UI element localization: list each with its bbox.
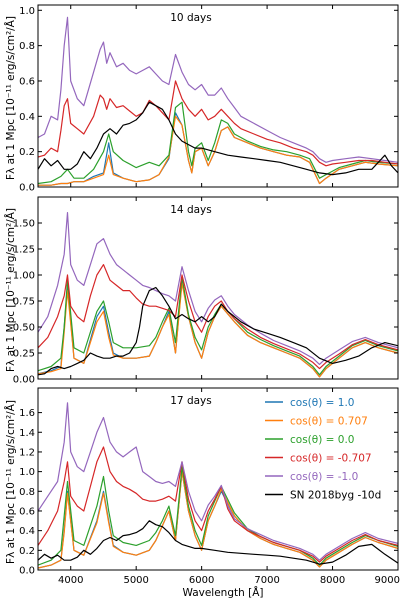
y-tick-label: 0.8: [19, 487, 35, 498]
x-tick-label: 9000: [375, 575, 400, 586]
y-tick-label: 0.0: [19, 183, 35, 194]
y-tick-label: 0.6: [19, 76, 35, 87]
legend-label: SN 2018byg -10d: [290, 490, 381, 502]
y-axis-label: Fλ at 1 Mpc [10⁻¹¹ erg/s/cm²/Å]: [4, 16, 17, 180]
series-line: [38, 276, 398, 376]
x-tick-label: 6000: [189, 575, 214, 586]
series-line: [38, 212, 398, 365]
x-axis-label: Wavelength [Å]: [182, 586, 263, 599]
x-tick-label: 7000: [254, 575, 279, 586]
y-tick-label: 0.8: [19, 41, 35, 52]
y-tick-label: 0.4: [19, 112, 35, 123]
y-tick-label: 0.75: [13, 297, 35, 308]
plot-frame: [37, 196, 399, 380]
y-tick-label: 0.00: [13, 375, 35, 386]
series-line: [38, 80, 398, 167]
plot-frame: [37, 4, 399, 188]
series-line: [38, 446, 398, 563]
y-axis-label: Fλ at 1 Mpc [10⁻¹¹ erg/s/cm²/Å]: [4, 208, 17, 372]
series-line: [38, 115, 398, 186]
x-tick-label: 4000: [58, 575, 83, 586]
y-tick-label: 1.6: [19, 408, 35, 419]
panel-3: 0.0 0.2 0.4 0.6 0.8 1.0 1.2 1.4 1.6 4000 5000 6000 7…: [19, 387, 400, 586]
y-tick-label: 0.50: [13, 323, 35, 334]
plot-frame: [37, 387, 399, 571]
legend-label: cos(θ) = -0.707: [290, 453, 372, 465]
series-line: [38, 16, 398, 163]
y-tick-label: 0.6: [19, 506, 35, 517]
y-tick-label: 1.2: [19, 447, 35, 458]
legend-label: cos(θ) = 0.0: [290, 434, 354, 446]
panel-1: 0.0 0.2 0.4 0.6 0.8 1.0 10 days: [19, 4, 399, 194]
y-tick-label: 0.25: [13, 349, 35, 360]
series-line: [38, 466, 398, 566]
series-line: [38, 471, 398, 569]
series-line: [38, 112, 398, 186]
series-line: [38, 402, 398, 561]
series-line: [38, 286, 398, 376]
y-tick-label: 1.50: [13, 219, 35, 230]
series-line: [38, 264, 398, 370]
y-tick-label: 1.25: [13, 245, 35, 256]
panel-annotation: 10 days: [170, 12, 211, 24]
y-tick-label: 1.0: [19, 6, 35, 17]
y-axis-label: Fλ at 1 Mpc [10⁻¹¹ erg/s/cm²/Å]: [4, 400, 17, 564]
legend-label: cos(θ) = 0.707: [290, 416, 368, 428]
legend-label: cos(θ) = -1.0: [290, 471, 358, 483]
y-tick-label: 0.2: [19, 147, 35, 158]
x-tick-label: 5000: [123, 575, 148, 586]
x-tick-label: 8000: [320, 575, 345, 586]
panel-annotation: 17 days: [170, 395, 211, 407]
y-tick-label: 0.2: [19, 546, 35, 557]
y-tick-label: 0.4: [19, 526, 35, 537]
y-tick-label: 1.0: [19, 467, 35, 478]
legend-label: cos(θ) = 1.0: [290, 397, 354, 409]
y-tick-label: 1.4: [19, 428, 35, 439]
panel-annotation: 14 days: [170, 204, 211, 216]
legend: cos(θ) = 1.0 cos(θ) = 0.707 cos(θ) = 0.0 co…: [265, 397, 381, 502]
series-line: [38, 520, 398, 565]
series-line: [38, 101, 398, 176]
panel-2: 0.00 0.25 0.50 0.75 1.00 1.25 1.50 14 days: [13, 196, 399, 386]
y-tick-label: 1.00: [13, 271, 35, 282]
y-tick-label: 0.0: [19, 566, 35, 577]
